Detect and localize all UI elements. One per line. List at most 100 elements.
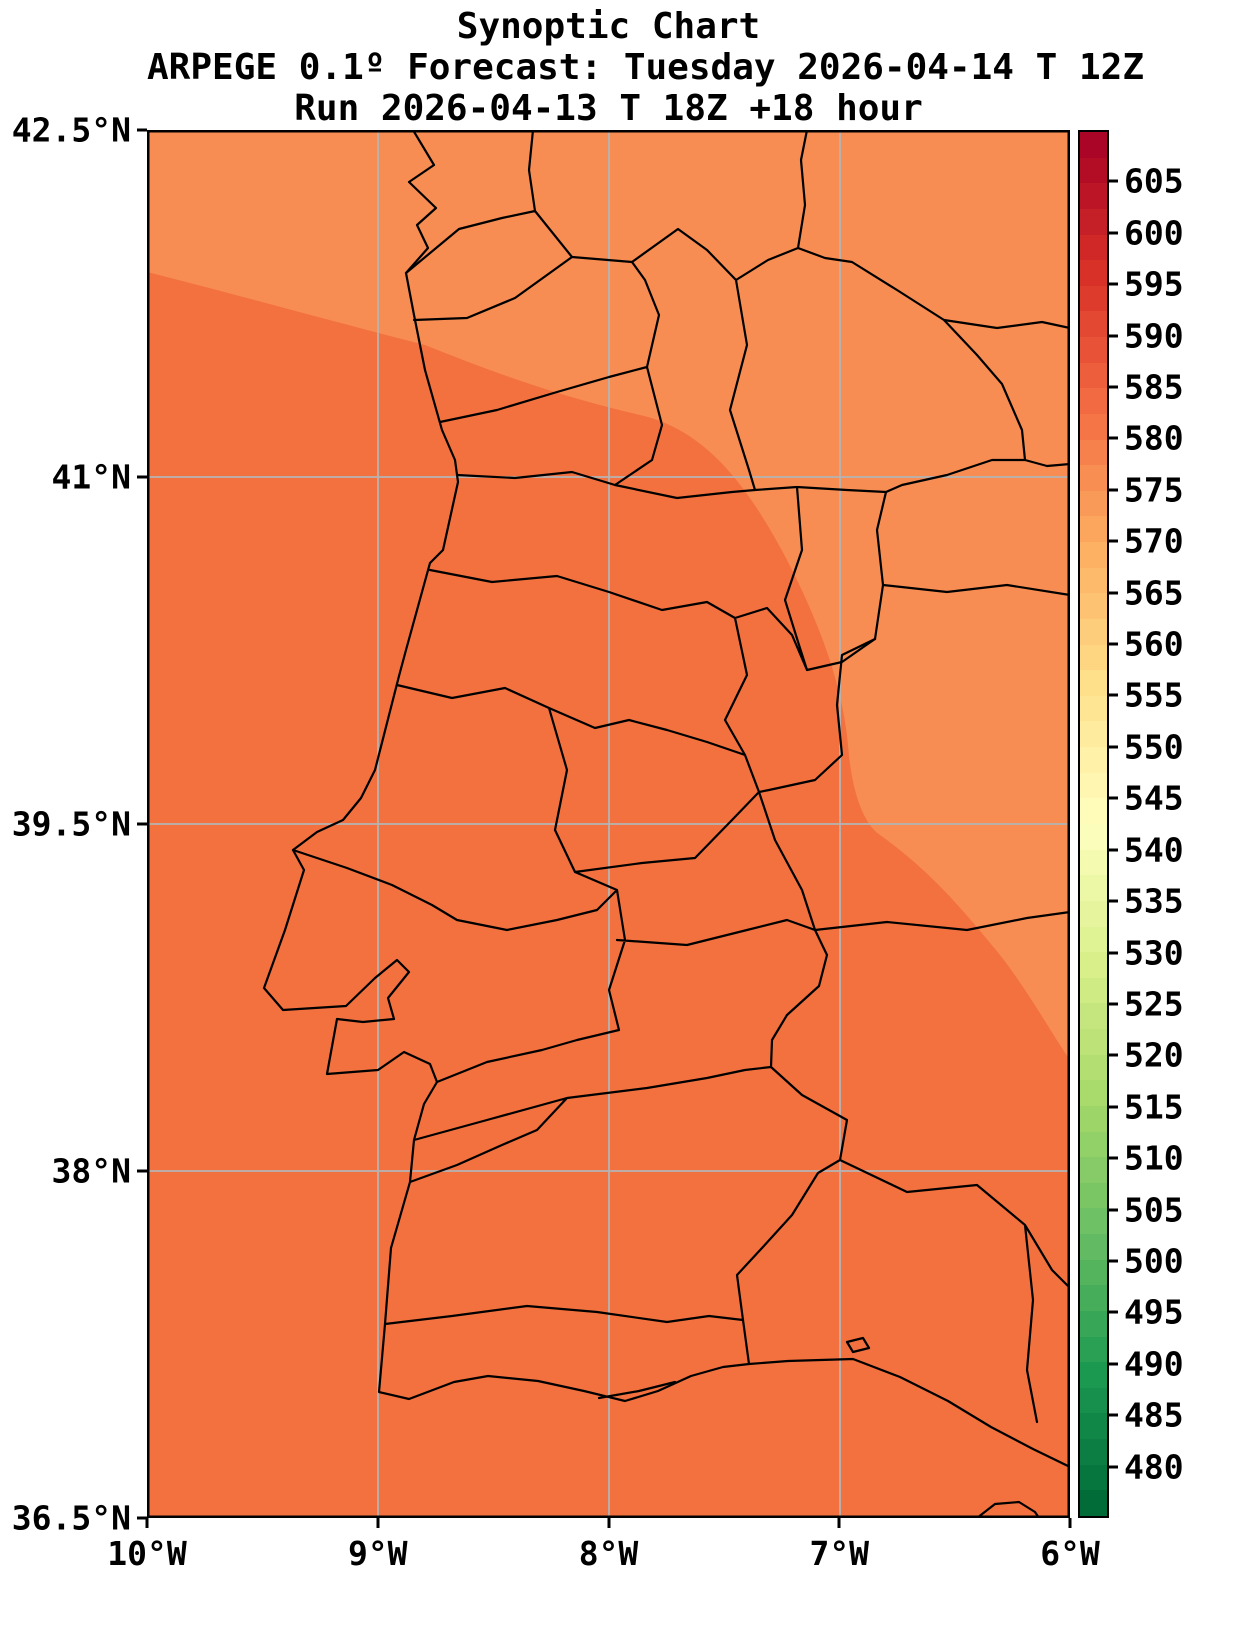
y-axis-tick-label: 41°N	[51, 457, 131, 497]
colorbar-segment	[1080, 1439, 1107, 1466]
colorbar-segment	[1080, 644, 1107, 671]
colorbar-tick-label: 485	[1124, 1395, 1184, 1435]
colorbar	[1078, 130, 1109, 1518]
colorbar-segment	[1080, 157, 1107, 184]
colorbar-segment	[1080, 337, 1107, 364]
colorbar-segment	[1080, 1105, 1107, 1133]
colorbar-tick-mark	[1109, 1362, 1118, 1366]
colorbar-segment	[1080, 1182, 1107, 1210]
colorbar-tick-mark	[1109, 179, 1118, 183]
colorbar-tick-label: 510	[1124, 1138, 1184, 1178]
map-canvas	[147, 130, 1070, 1518]
x-axis-tick-label: 8°W	[578, 1534, 639, 1573]
colorbar-segment	[1080, 952, 1107, 979]
colorbar-segment	[1080, 670, 1107, 697]
colorbar-tick-mark	[1109, 488, 1118, 492]
colorbar-segment	[1080, 1285, 1107, 1312]
colorbar-segment	[1080, 260, 1107, 287]
colorbar-segment	[1080, 1310, 1107, 1338]
colorbar-tick-mark	[1109, 848, 1118, 852]
colorbar-tick-label: 500	[1124, 1241, 1184, 1281]
portugal-district-borders	[291, 255, 888, 1326]
colorbar-segment	[1080, 183, 1107, 210]
colorbar-tick-label: 575	[1124, 470, 1184, 510]
x-axis-tick-mark	[607, 1518, 610, 1528]
x-axis-tick-mark	[145, 1518, 149, 1528]
colorbar-tick-mark	[1109, 1310, 1118, 1314]
colorbar-tick-label: 550	[1124, 727, 1184, 767]
colorbar-tick-mark	[1109, 951, 1118, 955]
colorbar-segment	[1080, 747, 1107, 774]
chart-run-line: Run 2026-04-13 T 18Z +18 hour	[294, 88, 923, 129]
colorbar-segment	[1080, 490, 1107, 518]
colorbar-segment	[1080, 875, 1107, 902]
y-axis-tick-label: 42.5°N	[11, 110, 131, 150]
colorbar-tick-label: 585	[1124, 367, 1184, 407]
colorbar-segment	[1080, 1336, 1107, 1363]
x-axis: 10°W 9°W 8°W 7°W 6°W	[107, 1518, 1100, 1598]
colorbar-segment	[1080, 1054, 1107, 1081]
colorbar-segment	[1080, 824, 1107, 851]
colorbar-segment	[1080, 1490, 1107, 1516]
x-axis-tick-mark	[1068, 1518, 1072, 1528]
colorbar-tick-label: 580	[1124, 418, 1184, 458]
x-axis-tick-label: 10°W	[107, 1534, 187, 1573]
colorbar-segment	[1080, 1464, 1107, 1492]
chart-title: Synoptic Chart	[456, 6, 761, 47]
colorbar-tick-mark	[1109, 1053, 1118, 1057]
colorbar-segment	[1080, 1413, 1107, 1440]
colorbar-tick-label: 505	[1124, 1190, 1184, 1230]
y-axis-tick-mark	[137, 1516, 147, 1520]
colorbar-segment	[1080, 1080, 1107, 1107]
colorbar-segment	[1080, 1362, 1107, 1389]
y-axis-tick-mark	[137, 475, 147, 479]
colorbar-segment	[1080, 721, 1107, 748]
colorbar-segment	[1080, 1157, 1107, 1184]
colorbar-tick-mark	[1109, 796, 1118, 800]
colorbar-tick-label: 515	[1124, 1087, 1184, 1127]
colorbar-segment	[1080, 208, 1107, 236]
colorbar-segment	[1080, 1208, 1107, 1235]
y-axis-tick-label: 39.5°N	[11, 804, 131, 844]
colorbar-tick-mark	[1109, 693, 1118, 697]
colorbar-tick-mark	[1109, 899, 1118, 903]
colorbar-segment	[1080, 516, 1107, 543]
colorbar-segment	[1080, 798, 1107, 825]
colorbar-segment	[1080, 695, 1107, 723]
y-axis-tick-label: 36.5°N	[11, 1498, 131, 1538]
colorbar-tick-label: 530	[1124, 933, 1184, 973]
map-plot-area	[147, 130, 1070, 1518]
colorbar-tick-label: 535	[1124, 881, 1184, 921]
colorbar-tick-label: 595	[1124, 264, 1184, 304]
colorbar-tick-label: 560	[1124, 624, 1184, 664]
colorbar-tick-label: 480	[1124, 1447, 1184, 1487]
chart-subtitle: ARPEGE 0.1º Forecast: Tuesday 2026-04-14…	[147, 47, 1144, 88]
colorbar-segment	[1080, 465, 1107, 492]
colorbar-tick-label: 570	[1124, 521, 1184, 561]
colorbar-tick-label: 605	[1124, 161, 1184, 201]
colorbar-tick-mark	[1109, 539, 1118, 543]
title-block: Synoptic Chart ARPEGE 0.1º Forecast: Tue…	[147, 6, 1144, 129]
colorbar-tick-label: 600	[1124, 213, 1184, 253]
spain-province-borders	[527, 130, 1070, 1518]
colorbar-tick-mark	[1109, 642, 1118, 646]
colorbar-segment	[1080, 132, 1107, 159]
colorbar-segment	[1080, 567, 1107, 595]
colorbar-segment	[1080, 439, 1107, 466]
colorbar-tick-mark	[1109, 1413, 1118, 1417]
colorbar-segment	[1080, 413, 1107, 441]
colorbar-segment	[1080, 285, 1107, 313]
y-axis-tick-label: 38°N	[51, 1151, 131, 1191]
colorbar-segment	[1080, 1259, 1107, 1287]
y-axis: 42.5°N 41°N 39.5°N 38°N 36.5°N	[0, 111, 147, 1538]
grid-lines	[147, 130, 1070, 1518]
colorbar-segment	[1080, 593, 1107, 620]
colorbar-segment	[1080, 977, 1107, 1005]
coastline	[262, 130, 1070, 1469]
colorbar-segment	[1080, 362, 1107, 389]
colorbar-tick-label: 540	[1124, 830, 1184, 870]
y-axis-tick-mark	[137, 822, 147, 826]
colorbar-segment	[1080, 311, 1107, 338]
colorbar-segment	[1080, 1003, 1107, 1030]
plot-frame	[147, 130, 1070, 1518]
